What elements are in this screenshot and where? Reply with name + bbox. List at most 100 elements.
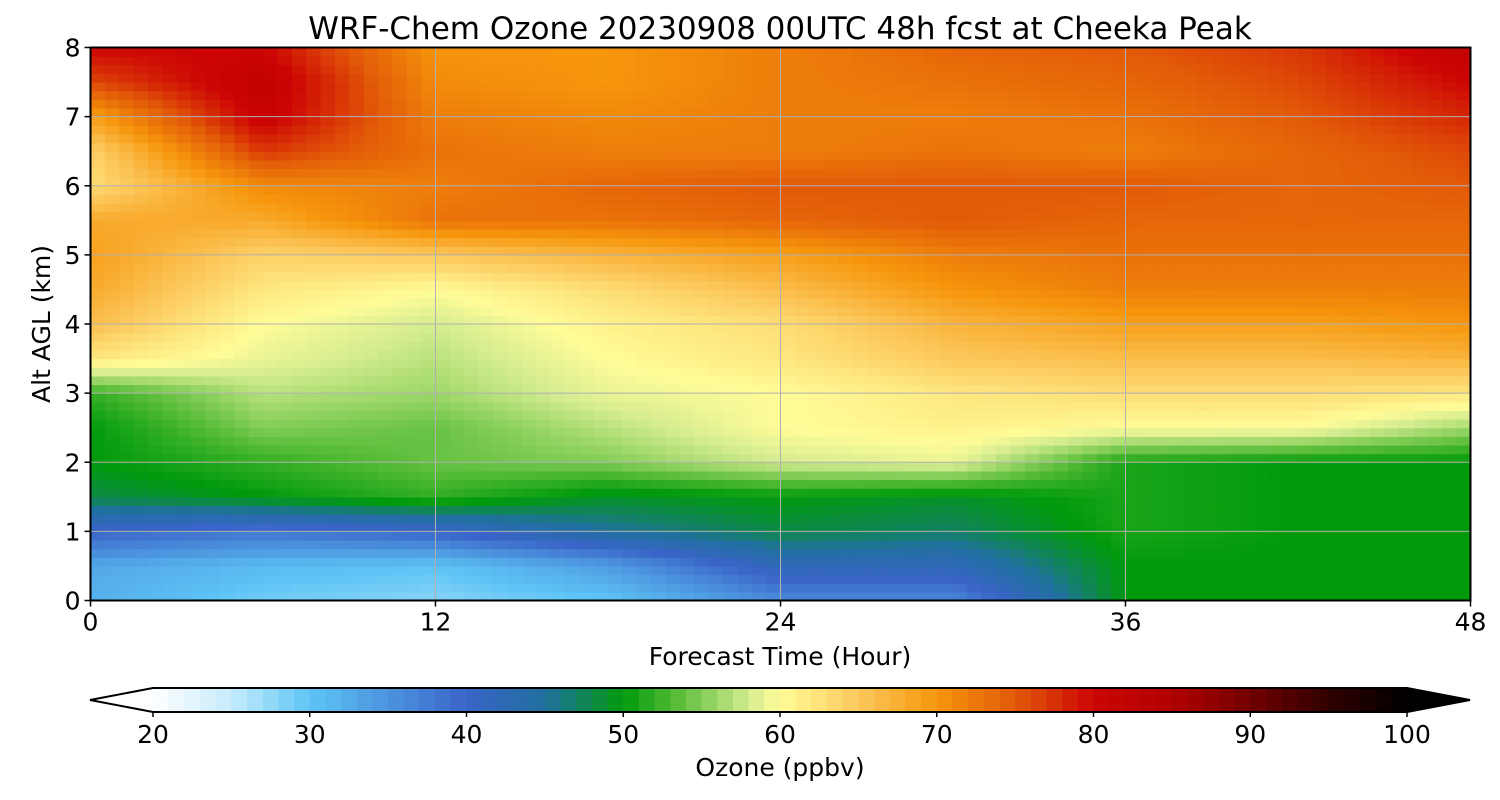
heatmap-cell <box>1197 194 1213 204</box>
heatmap-cell <box>1039 185 1055 195</box>
heatmap-cell <box>521 298 537 308</box>
heatmap-cell <box>651 419 667 429</box>
heatmap-cell <box>967 531 983 541</box>
heatmap-cell <box>1168 177 1184 187</box>
heatmap-cell <box>766 488 782 498</box>
heatmap-cell <box>895 237 911 247</box>
heatmap-cell <box>205 453 221 463</box>
heatmap-cell <box>1010 177 1026 187</box>
heatmap-cell <box>579 211 595 221</box>
heatmap-cell <box>191 384 207 394</box>
heatmap-cell <box>248 289 264 299</box>
heatmap-cell <box>751 151 767 161</box>
heatmap-cell <box>1427 462 1443 472</box>
heatmap-cell <box>996 237 1012 247</box>
heatmap-cell <box>1168 479 1184 489</box>
heatmap-cell <box>636 514 652 524</box>
heatmap-cell <box>996 583 1012 593</box>
heatmap-cell <box>938 185 954 195</box>
heatmap-cell <box>1226 591 1242 602</box>
heatmap-cell <box>1039 254 1055 265</box>
heatmap-cell <box>493 488 508 498</box>
heatmap-cell <box>1053 332 1069 342</box>
heatmap-cell <box>938 557 954 567</box>
heatmap-cell <box>751 505 767 515</box>
heatmap-cell <box>521 272 537 282</box>
heatmap-cell <box>1254 272 1270 282</box>
heatmap-cell <box>1384 220 1400 230</box>
heatmap-cell <box>1125 462 1141 472</box>
heatmap-cell <box>1355 410 1371 420</box>
heatmap-cell <box>981 427 997 437</box>
heatmap-cell <box>550 384 566 394</box>
heatmap-cell <box>378 444 393 455</box>
heatmap-cell <box>1326 367 1342 377</box>
heatmap-cell <box>579 203 595 213</box>
heatmap-cell <box>1369 496 1385 507</box>
heatmap-cell <box>507 159 523 170</box>
heatmap-cell <box>1398 306 1414 316</box>
heatmap-cell <box>521 427 537 437</box>
heatmap-cell <box>1254 332 1270 342</box>
heatmap-cell <box>1413 203 1428 213</box>
heatmap-cell <box>550 591 566 602</box>
heatmap-cell <box>1283 496 1299 507</box>
heatmap-cell <box>1456 194 1472 204</box>
heatmap-cell <box>1211 289 1227 299</box>
heatmap-cell <box>1398 203 1414 213</box>
heatmap-cell <box>938 514 954 524</box>
heatmap-cell <box>1456 531 1472 541</box>
heatmap-cell <box>608 479 623 489</box>
heatmap-cell <box>1125 332 1141 342</box>
heatmap-cell <box>766 203 782 213</box>
heatmap-cell <box>1024 367 1040 377</box>
heatmap-cell <box>493 254 508 265</box>
heatmap-cell <box>219 470 235 481</box>
heatmap-cell <box>277 203 293 213</box>
heatmap-cell <box>162 488 178 498</box>
heatmap-cell <box>234 531 250 541</box>
heatmap-cell <box>363 496 379 507</box>
heatmap-cell <box>1183 393 1198 403</box>
heatmap-cell <box>608 444 623 455</box>
heatmap-cell <box>1269 280 1285 291</box>
heatmap-cell <box>1384 410 1400 420</box>
heatmap-cell <box>579 410 595 420</box>
heatmap-cell <box>996 470 1012 481</box>
heatmap-cell <box>133 367 149 377</box>
heatmap-cell <box>1312 194 1328 204</box>
heatmap-cell <box>205 272 221 282</box>
heatmap-cell <box>1139 220 1155 230</box>
heatmap-cell <box>866 419 882 429</box>
heatmap-cell <box>1269 488 1285 498</box>
heatmap-cell <box>679 332 695 342</box>
heatmap-cell <box>1096 306 1112 316</box>
heatmap-cell <box>536 228 552 239</box>
heatmap-cell <box>866 496 882 507</box>
heatmap-cell <box>248 531 264 541</box>
heatmap-cell <box>104 522 120 532</box>
heatmap-cell <box>464 324 480 334</box>
heatmap-cell <box>219 237 235 247</box>
heatmap-cell <box>104 315 120 325</box>
heatmap-cell <box>953 280 968 291</box>
heatmap-cell <box>1312 514 1328 524</box>
heatmap-cell <box>334 349 350 360</box>
heatmap-cell <box>493 548 508 558</box>
heatmap-cell <box>866 289 882 299</box>
heatmap-cell <box>378 341 393 351</box>
heatmap-cell <box>378 583 393 593</box>
heatmap-cell <box>378 315 393 325</box>
heatmap-cell <box>1211 177 1227 187</box>
heatmap-cell <box>536 280 552 291</box>
heatmap-cell <box>651 280 667 291</box>
heatmap-cell <box>191 237 207 247</box>
heatmap-cell <box>90 419 106 429</box>
heatmap-cell <box>938 479 954 489</box>
heatmap-cell <box>924 211 940 221</box>
heatmap-cell <box>881 194 897 204</box>
heatmap-cell <box>464 315 480 325</box>
heatmap-cell <box>1269 332 1285 342</box>
heatmap-cell <box>90 462 106 472</box>
heatmap-cell <box>248 393 264 403</box>
